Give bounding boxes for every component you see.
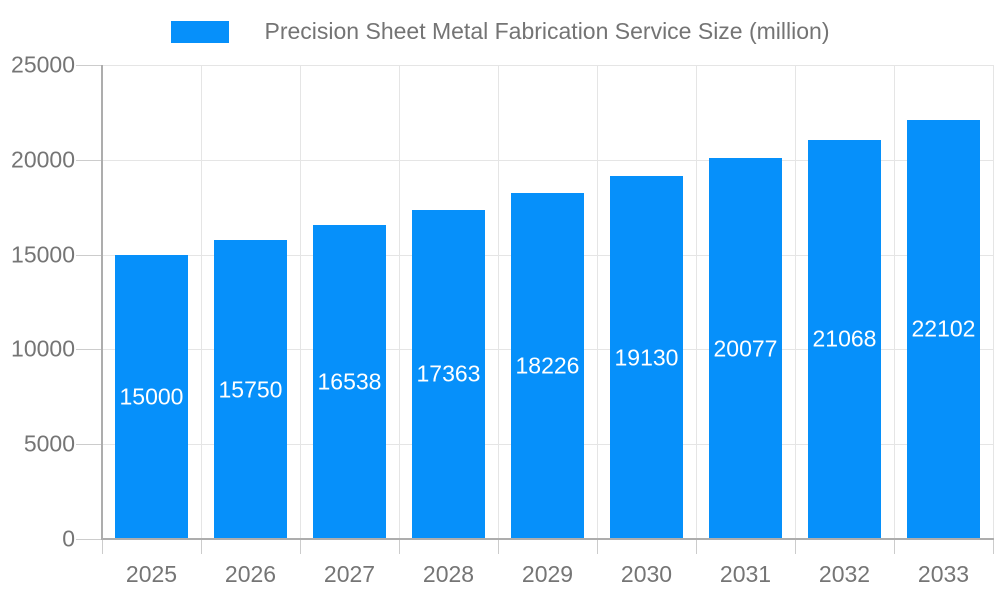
x-axis-label: 2026 <box>224 561 277 587</box>
bar <box>511 193 584 539</box>
x-axis-label: 2028 <box>422 561 475 587</box>
x-axis-tick <box>597 540 598 554</box>
y-axis-tick <box>76 65 101 66</box>
chart-legend[interactable]: Precision Sheet Metal Fabrication Servic… <box>0 18 1000 45</box>
x-axis-tick <box>795 540 796 554</box>
x-axis-label: 2033 <box>917 561 970 587</box>
bar-value-label: 16538 <box>317 368 382 395</box>
x-gridline <box>300 65 301 539</box>
x-gridline <box>399 65 400 539</box>
y-axis-tick <box>76 254 101 256</box>
bar-value-label: 20077 <box>713 335 778 362</box>
x-axis-tick <box>993 540 994 554</box>
y-axis-line <box>101 65 103 539</box>
x-gridline <box>597 65 598 539</box>
x-axis-tick <box>300 540 301 554</box>
x-axis-label: 2025 <box>125 561 178 587</box>
x-axis-tick <box>102 540 103 554</box>
plot-area: 0 5000 10000 15000 20000 25000 15000 2025 15750 2… <box>11 52 994 587</box>
y-gridline <box>102 159 993 161</box>
bar <box>610 176 683 539</box>
x-axis-tick <box>201 540 202 554</box>
y-axis-tick-label: 10000 <box>11 335 75 362</box>
bar <box>709 158 782 539</box>
bar-value-label: 19130 <box>614 344 679 371</box>
x-axis-label: 2032 <box>818 561 871 587</box>
bar-value-label: 15000 <box>119 383 184 410</box>
x-axis-label: 2030 <box>620 561 673 587</box>
legend-swatch <box>170 20 229 43</box>
x-gridline <box>696 65 697 539</box>
bar <box>115 254 188 539</box>
y-axis-tick <box>76 444 101 446</box>
x-gridline <box>201 65 202 539</box>
x-gridline <box>498 65 499 539</box>
x-axis-line <box>101 538 994 540</box>
y-axis-tick-label: 0 <box>62 525 75 552</box>
y-axis-tick <box>76 539 101 540</box>
bar-value-label: 15750 <box>218 376 283 403</box>
x-gridline <box>795 65 796 539</box>
y-axis-tick <box>76 349 101 351</box>
x-axis-label: 2027 <box>323 561 376 587</box>
x-gridline <box>894 65 895 539</box>
bar-value-label: 18226 <box>515 352 580 379</box>
x-gridline <box>993 65 994 539</box>
bar <box>214 240 287 539</box>
y-axis-tick-label: 25000 <box>11 51 75 78</box>
x-axis-tick <box>894 540 895 554</box>
x-axis-label: 2029 <box>521 561 574 587</box>
y-axis-tick <box>76 159 101 161</box>
x-axis-label: 2031 <box>719 561 772 587</box>
x-axis-tick <box>498 540 499 554</box>
bar <box>412 209 485 539</box>
x-axis-tick <box>399 540 400 554</box>
x-axis-tick <box>696 540 697 554</box>
legend-label: Precision Sheet Metal Fabrication Servic… <box>264 18 830 44</box>
y-gridline <box>102 65 993 66</box>
y-axis-tick-label: 20000 <box>11 146 75 173</box>
bar <box>313 225 386 539</box>
bar <box>808 139 881 539</box>
bar-value-label: 17363 <box>416 360 481 387</box>
y-axis-tick-label: 5000 <box>23 430 75 457</box>
bar-value-label: 21068 <box>812 325 877 352</box>
y-axis-tick-label: 15000 <box>11 241 75 268</box>
bar-value-label: 22102 <box>911 315 976 342</box>
bar <box>907 119 980 539</box>
